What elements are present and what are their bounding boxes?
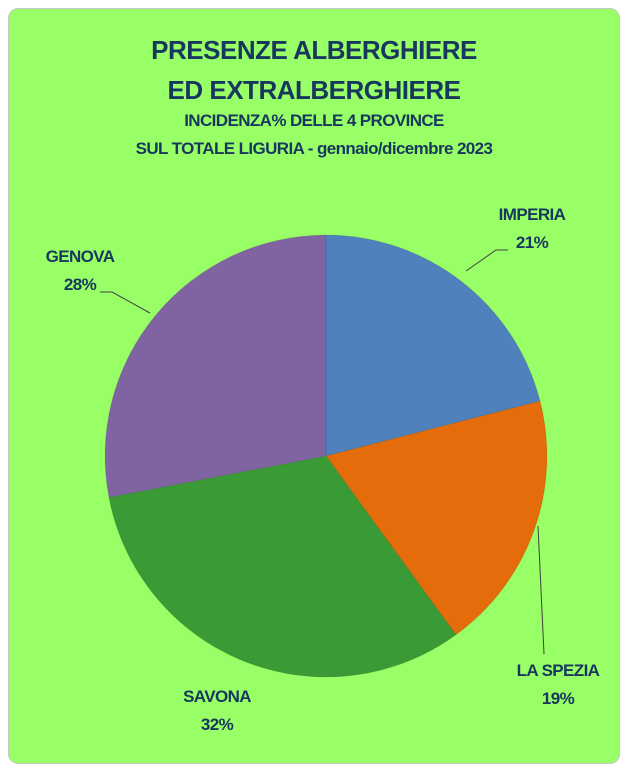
chart-subtitle-line-2: SUL TOTALE LIGURIA - gennaio/dicembre 20… — [135, 139, 493, 158]
pie-slice-genova — [104, 234, 327, 498]
chart-subtitle-line-1: INCIDENZA% DELLE 4 PROVINCE — [184, 111, 444, 130]
slice-label-savona: SAVONA — [183, 687, 251, 706]
slice-label-genova: GENOVA — [46, 247, 115, 266]
slice-value-label-imperia: 21% — [516, 233, 549, 252]
leader-line-genova — [100, 291, 151, 314]
slice-label-imperia: IMPERIA — [499, 205, 566, 224]
leader-line-imperia — [465, 249, 508, 272]
slice-label-la-spezia: LA SPEZIA — [517, 661, 600, 680]
slice-value-label-genova: 28% — [64, 275, 97, 294]
slice-value-label-la-spezia: 19% — [542, 689, 575, 708]
chart-title-line-1: PRESENZE ALBERGHIERE — [151, 35, 477, 65]
pie-slice-la-spezia — [325, 400, 548, 636]
slice-value-label-savona: 32% — [201, 715, 234, 734]
pie-slice-savona — [108, 455, 457, 678]
leader-line-la-spezia — [537, 525, 545, 655]
chart-title-line-2: ED EXTRALBERGHIERE — [167, 75, 461, 105]
pie-slice-imperia — [325, 234, 541, 457]
